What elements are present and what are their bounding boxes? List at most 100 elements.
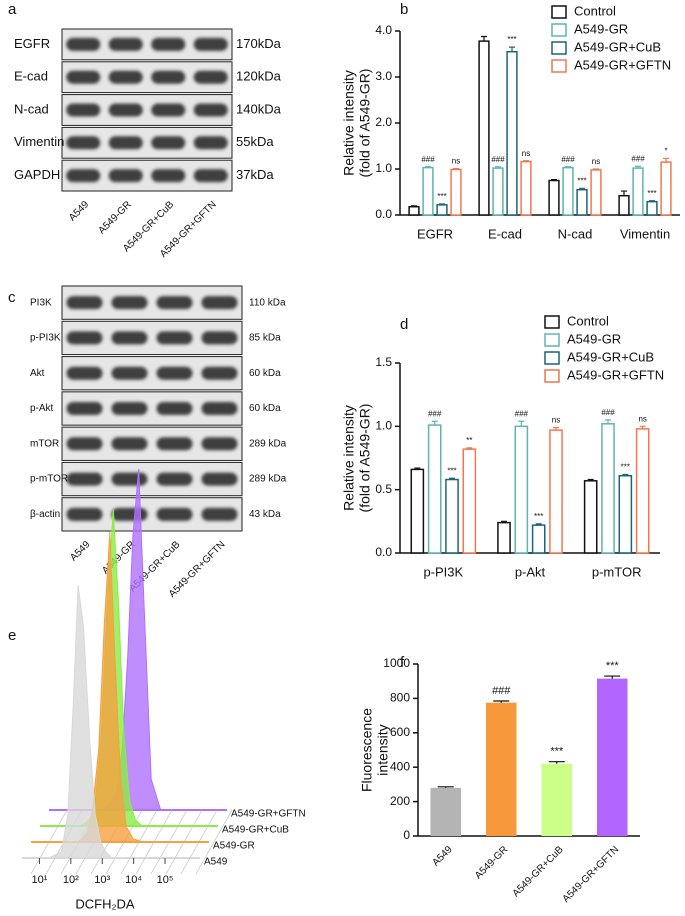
blot-band [151,37,186,51]
significance-label: ns [552,416,560,425]
x-axis-label: DCFH₂DA [75,896,135,911]
blot-size-label: 289 kDa [249,438,287,449]
blot-size-label: 37kDa [236,167,274,182]
blot-band [156,507,193,521]
blot-band [201,296,238,310]
x-tick-label: A549 [430,844,455,869]
blot-band [111,437,148,451]
legend-swatch [551,5,567,19]
legend-label: A549-GR+GFTN [567,367,664,382]
frame-line [45,857,56,875]
error-bar [481,35,487,42]
error-bar [593,168,599,170]
frame-line [120,857,131,875]
significance-label: *** [507,35,516,44]
blot-band [156,331,193,345]
blot-band [201,366,238,380]
blot-band [193,103,228,117]
bar [430,787,462,836]
y-tick-label: 0.5 [375,482,392,496]
blot-band [108,103,143,117]
bar [445,478,459,554]
blot-row-label: GAPDH [14,167,60,182]
significance-label: ### [428,409,442,418]
blot-band [111,331,148,345]
error-bar [509,46,515,52]
blot-row-label: Akt [30,368,45,379]
frame-line [150,857,161,875]
blot-band [201,402,238,415]
panel-label: d [400,316,408,333]
blot-size-label: 110 kDa [249,297,286,308]
error-bar [466,447,473,450]
error-bar [495,166,501,169]
significance-label: *** [577,176,586,185]
y-tick-label: 1000 [383,656,410,670]
frame-line [30,857,41,875]
legend-swatch [544,351,560,365]
significance-label: ### [492,685,511,697]
blot-band [201,437,238,451]
frame-line [183,825,194,843]
error-bar [535,523,542,526]
frame-line [165,857,176,875]
error-bar [449,477,455,480]
blot-row-label: p-mTOR [30,474,68,485]
panel-label: a [8,1,17,18]
blot-band [151,70,186,84]
x-tick-label: 10³ [94,874,110,886]
bar [520,160,532,216]
blot-band [151,103,186,117]
bar [410,468,425,554]
frame-line [138,825,149,843]
y-tick-label: 1.0 [375,161,392,175]
y-tick-label: 600 [390,725,410,739]
frame-line [153,825,164,843]
blot-band [108,169,143,183]
significance-label: ### [601,408,615,417]
frame-line [162,809,173,827]
x-tick-label: p-mTOR [592,564,642,579]
frame-line [129,841,140,859]
blot-size-label: 60 kDa [249,403,281,414]
blot-band [66,37,101,51]
error-bar [518,420,525,427]
blot-band [66,472,103,486]
bar [590,169,602,216]
lane-label: A549 [67,199,92,224]
y-tick-label: 800 [390,691,410,705]
frame-line [189,841,200,859]
blot-band [193,169,228,183]
frame-line [90,857,101,875]
y-axis-label: intensity [375,724,391,775]
panel-label: f [400,654,405,671]
frame-line [174,841,185,859]
error-bar [579,187,585,190]
bar [618,194,630,216]
blot-band [156,472,193,486]
error-bar [622,473,629,476]
y-tick-label: 1.0 [375,419,392,433]
significance-label: ### [631,154,645,163]
blot-band [111,296,148,310]
significance-label: ### [515,409,529,418]
frame-line [57,809,68,827]
bar [506,50,518,216]
blot-band [108,136,143,150]
blot-band [193,37,228,51]
histogram-curve [48,585,134,859]
bar [576,188,588,216]
blot-band [108,37,143,51]
bar [531,524,546,554]
significance-label: *** [437,192,446,201]
blot-band [151,169,186,183]
error-bar [548,761,565,764]
bar [660,161,672,216]
frame-line [192,809,203,827]
bar [485,702,517,836]
x-tick-label: 10¹ [31,874,47,886]
bar [632,167,644,216]
significance-label: *** [606,660,620,672]
y-axis-label: Relative intensity [341,405,357,511]
blot-band [66,103,101,117]
